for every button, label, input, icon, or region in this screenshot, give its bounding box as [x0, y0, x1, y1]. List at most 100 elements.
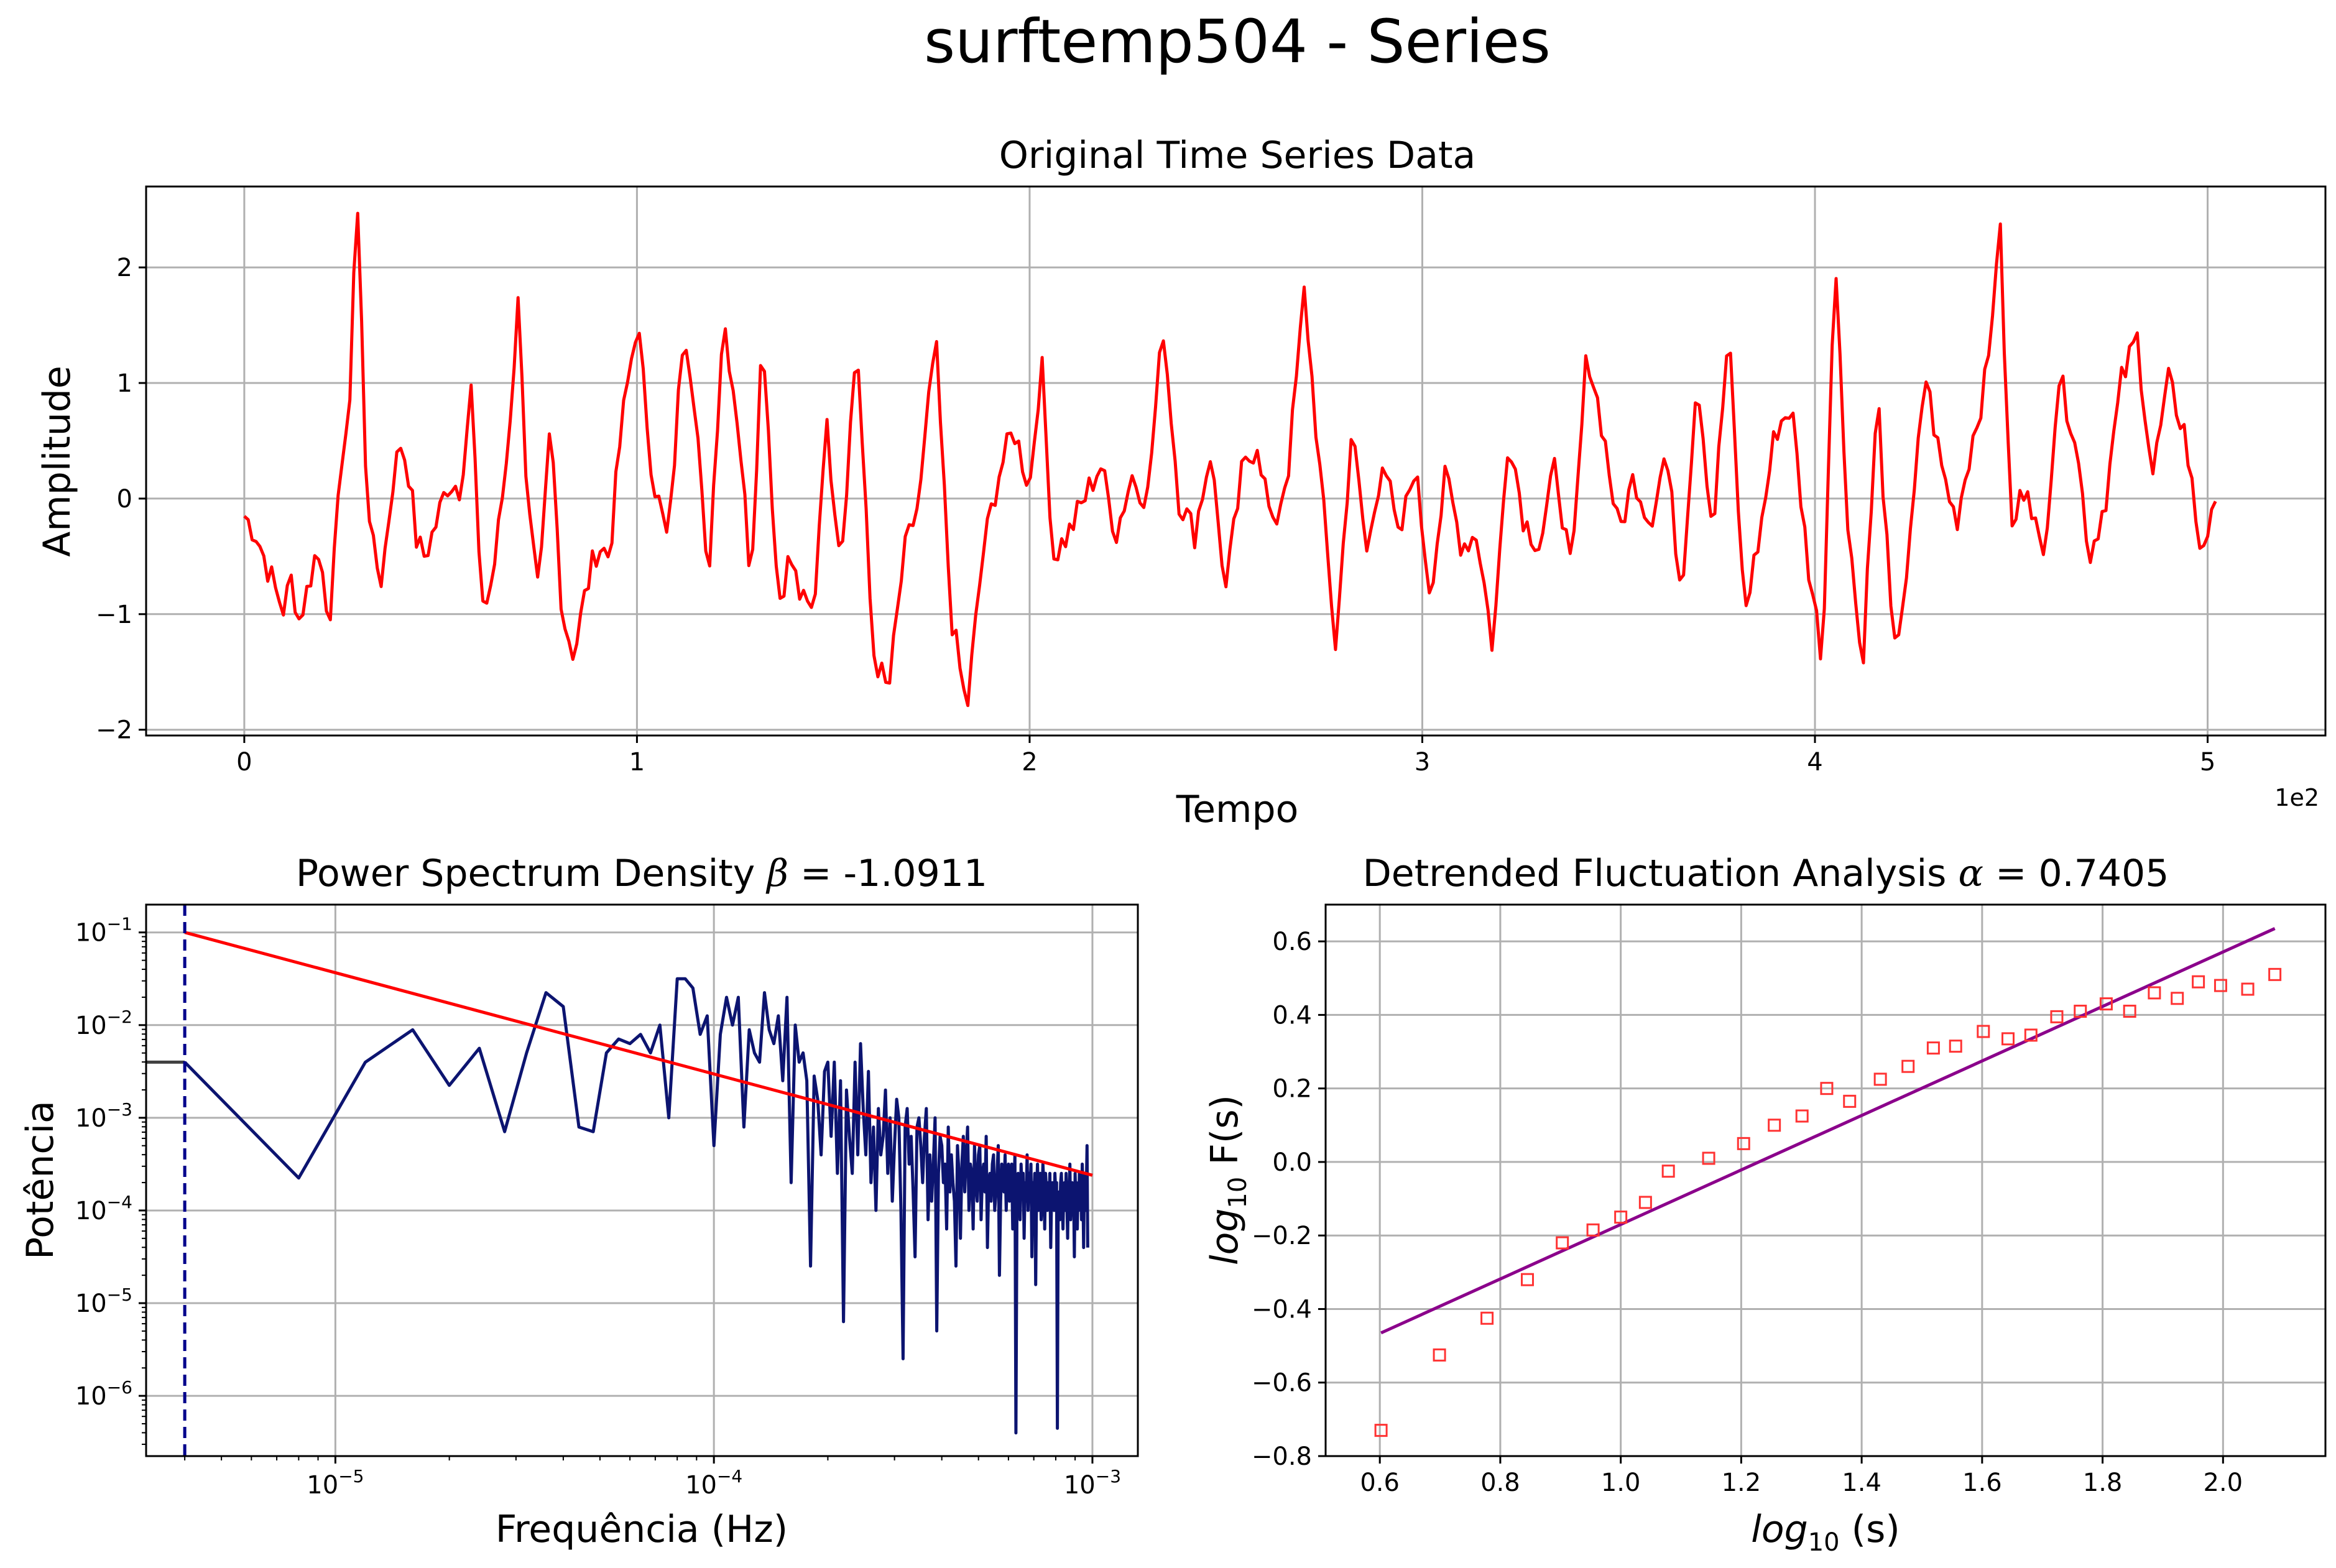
dfa-point — [1873, 1072, 1887, 1086]
dfa-x-tick-label: 1.6 — [1962, 1469, 2002, 1497]
psd-y-tick-label: 10−2 — [75, 1007, 132, 1040]
psd-title: Power Spectrum Density β = -1.0911 — [296, 852, 987, 895]
psd-x-tick-label: 10−4 — [685, 1466, 742, 1500]
psd-y-ticks: 10−6 10−5 10−4 10−3 10−2 10−1 — [75, 914, 146, 1446]
dfa-point — [2268, 967, 2282, 981]
dfa-x-tick-label: 0.8 — [1480, 1469, 1520, 1497]
dfa-title-suffix: = 0.7405 — [1983, 852, 2169, 895]
dfa-point — [1374, 1424, 1388, 1437]
dfa-point — [1977, 1025, 1990, 1038]
timeseries-x-tick-label: 5 — [2200, 748, 2215, 777]
dfa-point — [2099, 997, 2113, 1011]
dfa-y-ticks: −0.8 −0.6 −0.4 −0.2 0.0 0.2 0.4 0.6 — [1252, 928, 1326, 1471]
dfa-point — [1661, 1164, 1675, 1178]
dfa-x-tick-label: 0.6 — [1360, 1469, 1400, 1497]
dfa-point — [1926, 1041, 1940, 1055]
dfa-point — [2171, 992, 2184, 1005]
psd-title-symbol: β — [765, 852, 788, 895]
dfa-point — [2024, 1028, 2038, 1042]
dfa-y-tick-label: −0.6 — [1252, 1369, 1312, 1398]
dfa-y-label: log10 F(s) — [1203, 1095, 1252, 1265]
dfa-y-tick-label: 0.0 — [1272, 1148, 1312, 1177]
psd-y-label: Potência — [19, 1100, 62, 1260]
dfa-point — [2214, 979, 2227, 992]
psd-y-tick-label: 10−5 — [75, 1284, 132, 1318]
timeseries-x-scale-label: 1e2 — [2274, 784, 2319, 811]
timeseries-title: Original Time Series Data — [999, 134, 1476, 177]
dfa-title-symbol: α — [1959, 852, 1984, 895]
dfa-point — [1521, 1273, 1535, 1286]
timeseries-panel: Original Time Series Data 0 1 2 3 4 5 −2 −1 0 1 2… — [35, 134, 2327, 831]
dfa-point — [1795, 1109, 1809, 1123]
dfa-x-label-italic: log — [1751, 1508, 1807, 1551]
dfa-title: Detrended Fluctuation Analysis α = 0.740… — [1363, 852, 2169, 895]
dfa-point — [1614, 1211, 1628, 1224]
timeseries-y-tick-label: −1 — [96, 601, 132, 629]
dfa-y-tick-label: 0.6 — [1272, 928, 1312, 956]
dfa-x-tick-label: 2.0 — [2204, 1469, 2243, 1497]
dfa-point — [1702, 1151, 1715, 1165]
dfa-point — [1433, 1348, 1446, 1362]
timeseries-x-tick-label: 2 — [1022, 748, 1037, 777]
dfa-point — [1843, 1094, 1857, 1108]
dfa-y-tick-label: −0.4 — [1252, 1295, 1312, 1324]
timeseries-axes-frame — [145, 185, 2327, 737]
dfa-point — [2001, 1032, 2015, 1046]
dfa-y-tick-label: −0.2 — [1252, 1222, 1312, 1250]
dfa-fit-line — [1380, 927, 2276, 1335]
timeseries-x-tick-label: 3 — [1415, 748, 1430, 777]
psd-panel: Power Spectrum Density β = -1.0911 10−5 1… — [19, 852, 1139, 1551]
psd-y-tick-label: 10−1 — [75, 914, 132, 948]
dfa-y-label-rest: F(s) — [1203, 1095, 1247, 1177]
dfa-title-prefix: Detrended Fluctuation Analysis — [1363, 852, 1959, 895]
dfa-y-label-italic: log — [1203, 1209, 1247, 1265]
dfa-point — [1638, 1196, 1652, 1209]
figure-suptitle: surftemp504 - Series — [924, 7, 1551, 76]
dfa-x-label: log10 (s) — [1751, 1508, 1900, 1557]
dfa-panel: Detrended Fluctuation Analysis α = 0.740… — [1203, 852, 2327, 1557]
timeseries-x-tick-label: 1 — [629, 748, 645, 777]
timeseries-x-ticks: 0 1 2 3 4 5 — [236, 736, 2215, 777]
psd-y-tick-label: 10−6 — [75, 1377, 132, 1411]
psd-axes-frame — [145, 903, 1139, 1457]
psd-x-label: Frequência (Hz) — [496, 1508, 788, 1551]
dfa-x-ticks: 0.6 0.8 1.0 1.2 1.4 1.6 1.8 2.0 — [1360, 1456, 2243, 1497]
dfa-point — [2050, 1010, 2064, 1023]
dfa-point — [1768, 1118, 1781, 1132]
timeseries-y-tick-label: −2 — [96, 716, 132, 745]
timeseries-y-tick-label: 1 — [117, 369, 132, 398]
dfa-point — [2192, 975, 2205, 989]
dfa-point — [2123, 1004, 2136, 1018]
dfa-x-tick-label: 1.0 — [1601, 1469, 1641, 1497]
psd-line-group — [183, 977, 1089, 1435]
dfa-point — [2148, 986, 2161, 1000]
dfa-point — [1901, 1059, 1915, 1073]
dfa-point — [1737, 1137, 1750, 1150]
psd-x-ticks: 10−5 10−4 10−3 — [184, 1456, 1121, 1500]
dfa-x-label-sub: 10 — [1808, 1528, 1840, 1557]
dfa-x-label-rest: (s) — [1840, 1508, 1900, 1551]
dfa-y-tick-label: 0.2 — [1272, 1075, 1312, 1104]
timeseries-x-tick-label: 0 — [236, 748, 252, 777]
dfa-x-tick-label: 1.8 — [2083, 1469, 2123, 1497]
dfa-y-tick-label: −0.8 — [1252, 1442, 1312, 1471]
timeseries-x-tick-label: 4 — [1807, 748, 1822, 777]
timeseries-y-tick-label: 2 — [117, 254, 132, 282]
dfa-y-tick-label: 0.4 — [1272, 1001, 1312, 1030]
psd-y-tick-label: 10−4 — [75, 1192, 132, 1225]
psd-fit-line — [184, 931, 1093, 1177]
dfa-point — [2074, 1004, 2087, 1018]
dfa-point — [1949, 1040, 1962, 1053]
psd-title-suffix: = -1.0911 — [788, 852, 987, 895]
dfa-points — [1374, 967, 2282, 1437]
dfa-x-tick-label: 1.4 — [1842, 1469, 1881, 1497]
psd-x-tick-label: 10−3 — [1064, 1466, 1121, 1500]
timeseries-line-group — [243, 211, 2217, 708]
timeseries-y-ticks: −2 −1 0 1 2 — [96, 254, 146, 745]
dfa-point — [1820, 1082, 1834, 1095]
dfa-x-tick-label: 1.2 — [1722, 1469, 1761, 1497]
dfa-point — [1480, 1311, 1494, 1325]
timeseries-y-label: Amplitude — [35, 366, 79, 556]
psd-power-line — [183, 977, 1089, 1435]
